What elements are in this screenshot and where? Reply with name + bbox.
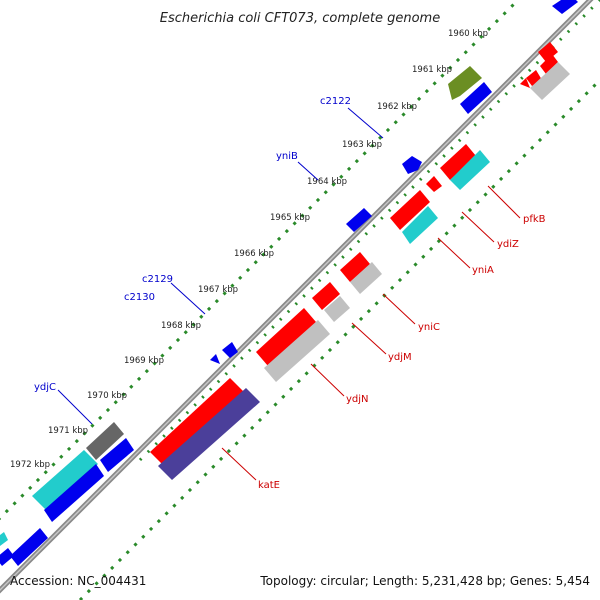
- gene-label-yniA[interactable]: yniA: [472, 265, 494, 276]
- cds-forward[interactable]: [100, 438, 134, 472]
- outer-scale-ring: [0, 0, 521, 521]
- leader-line: [351, 322, 387, 355]
- scale-label: 1962 kbp: [377, 102, 417, 112]
- reverse-gene-labels: pfkB ydiZ yniA yniC ydjM ydjN katE: [221, 185, 546, 491]
- cds-reverse[interactable]: [312, 282, 340, 310]
- cds-reverse[interactable]: [390, 190, 430, 230]
- cds-forward[interactable]: [552, 0, 578, 14]
- scale-label: 1967 kbp: [198, 285, 238, 295]
- gene-label-c2122[interactable]: c2122: [320, 96, 351, 107]
- leader-line: [170, 282, 206, 315]
- gene-label-ydjC[interactable]: ydjC: [34, 382, 56, 393]
- scale-label: 1970 kbp: [87, 391, 127, 401]
- leader-line: [382, 293, 416, 325]
- scale-label: 1969 kbp: [124, 356, 164, 366]
- scale-label: 1964 kbp: [307, 177, 347, 187]
- map-title: Escherichia coli CFT073, complete genome: [160, 11, 440, 26]
- cds-reverse[interactable]: [540, 54, 558, 74]
- leader-line: [347, 107, 384, 139]
- scale-label: 1963 kbp: [342, 140, 382, 150]
- cds-forward[interactable]: [210, 354, 220, 364]
- cds-reverse[interactable]: [440, 144, 476, 180]
- leader-line: [461, 211, 495, 243]
- gene-label-ydjM[interactable]: ydjM: [388, 352, 412, 363]
- leader-line: [221, 447, 257, 481]
- gene-label-yniB[interactable]: yniB: [276, 151, 298, 162]
- cds-forward[interactable]: [460, 82, 492, 114]
- leader-line: [297, 161, 319, 181]
- leader-line: [310, 363, 345, 397]
- scale-label: 1965 kbp: [270, 213, 310, 223]
- scale-label: 1971 kbp: [48, 426, 88, 436]
- cds-forward[interactable]: [222, 342, 238, 358]
- leader-line: [57, 389, 93, 425]
- cds-reverse[interactable]: [450, 150, 490, 190]
- inner-ring-dots: [138, 0, 600, 462]
- gene-label-katE[interactable]: katE: [258, 480, 280, 491]
- cds-reverse[interactable]: [340, 252, 370, 282]
- cds-reverse[interactable]: [530, 62, 570, 100]
- cds-reverse[interactable]: [264, 320, 330, 382]
- cds-forward[interactable]: [346, 208, 372, 232]
- gene-label-c2130[interactable]: c2130: [124, 292, 155, 303]
- cds-forward[interactable]: [448, 66, 482, 100]
- gene-label-yniC[interactable]: yniC: [418, 322, 440, 333]
- scale-label: 1972 kbp: [10, 460, 50, 470]
- scale-label: 1966 kbp: [234, 249, 274, 259]
- gene-label-pfkB[interactable]: pfkB: [523, 214, 546, 225]
- genome-summary: Topology: circular; Length: 5,231,428 bp…: [259, 574, 590, 588]
- cds-reverse[interactable]: [350, 262, 382, 294]
- cds-forward[interactable]: [32, 450, 98, 510]
- cds-reverse[interactable]: [158, 388, 260, 480]
- gene-label-ydiZ[interactable]: ydiZ: [497, 239, 519, 250]
- leader-line: [487, 185, 521, 219]
- leader-line: [437, 237, 471, 269]
- scale-label: 1961 kbp: [412, 65, 452, 75]
- cds-reverse[interactable]: [426, 176, 442, 192]
- cds-forward[interactable]: [86, 422, 124, 460]
- cds-forward[interactable]: [0, 548, 14, 566]
- reverse-strand-cds: [150, 42, 570, 480]
- gene-label-ydjN[interactable]: ydjN: [346, 394, 369, 405]
- cds-reverse[interactable]: [520, 78, 530, 88]
- scale-label: 1960 kbp: [448, 29, 488, 39]
- cds-forward[interactable]: [402, 156, 422, 174]
- cds-reverse[interactable]: [256, 308, 316, 366]
- forward-strand-cds: [0, 0, 578, 566]
- scale-labels: 1960 kbp 1961 kbp 1962 kbp 1963 kbp 1964…: [10, 29, 488, 470]
- forward-gene-labels: c2122 yniB c2129 c2130 ydjC: [34, 96, 384, 425]
- accession-label: Accession: NC_004431: [10, 574, 146, 588]
- inner-ring-ticks: [78, 78, 600, 600]
- cds-reverse[interactable]: [324, 296, 350, 322]
- cds-reverse[interactable]: [538, 42, 558, 62]
- cds-forward[interactable]: [0, 532, 8, 546]
- cds-reverse[interactable]: [402, 206, 438, 244]
- cds-forward[interactable]: [10, 528, 48, 566]
- scale-label: 1968 kbp: [161, 321, 201, 331]
- gene-label-c2129[interactable]: c2129: [142, 274, 173, 285]
- cds-reverse[interactable]: [150, 378, 244, 466]
- cds-forward[interactable]: [44, 464, 104, 522]
